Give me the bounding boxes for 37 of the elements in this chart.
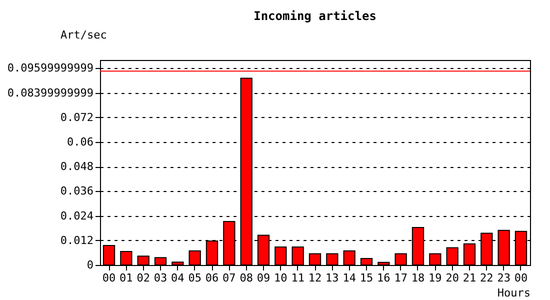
x-tick-label: 19 xyxy=(428,272,442,284)
x-tick-label: 12 xyxy=(308,272,322,284)
x-tick-label: 00 xyxy=(514,272,528,284)
x-axis-title: Hours xyxy=(497,286,530,300)
x-tick-label: 05 xyxy=(188,272,202,284)
x-tick-label: 10 xyxy=(274,272,288,284)
y-tick-label: 0.08399999999 xyxy=(7,86,94,100)
x-tick-label: 22 xyxy=(480,272,494,284)
x-tick-label: 07 xyxy=(222,272,236,284)
x-tick-label: 03 xyxy=(154,272,168,284)
x-tick-label: 06 xyxy=(205,272,219,284)
x-tick-label: 18 xyxy=(411,272,425,284)
x-tick-label: 04 xyxy=(171,272,185,284)
x-tick-label: 23 xyxy=(497,272,510,284)
x-tick-label: 15 xyxy=(360,272,374,284)
x-tick-label: 21 xyxy=(462,272,476,284)
x-tick-label: 17 xyxy=(394,272,408,284)
y-tick-label: 0.048 xyxy=(60,160,94,174)
x-tick-label: 11 xyxy=(291,272,304,284)
x-tick-label: 08 xyxy=(240,272,253,284)
x-tick-label: 02 xyxy=(136,272,150,284)
y-tick-label: 0.024 xyxy=(60,209,94,222)
y-axis-title: Art/sec xyxy=(60,28,107,42)
y-tick-label: 0 xyxy=(86,258,94,272)
y-tick-label: 0.036 xyxy=(60,184,94,198)
y-tick-label: 0.072 xyxy=(60,110,94,124)
x-tick-label: 14 xyxy=(342,272,356,284)
y-tick-label: 0.06 xyxy=(67,136,94,148)
chart-title: Incoming articles xyxy=(254,9,376,23)
x-tick-label: 16 xyxy=(377,272,390,284)
x-tick-label: 00 xyxy=(102,272,116,284)
y-tick-label: 0.012 xyxy=(60,234,94,247)
x-tick-label: 09 xyxy=(256,272,270,284)
x-tick-label: 13 xyxy=(326,272,339,284)
x-tick-label: 20 xyxy=(446,272,459,284)
y-tick-label: 0.09599999999 xyxy=(7,62,94,75)
x-tick-label: 01 xyxy=(120,272,133,284)
